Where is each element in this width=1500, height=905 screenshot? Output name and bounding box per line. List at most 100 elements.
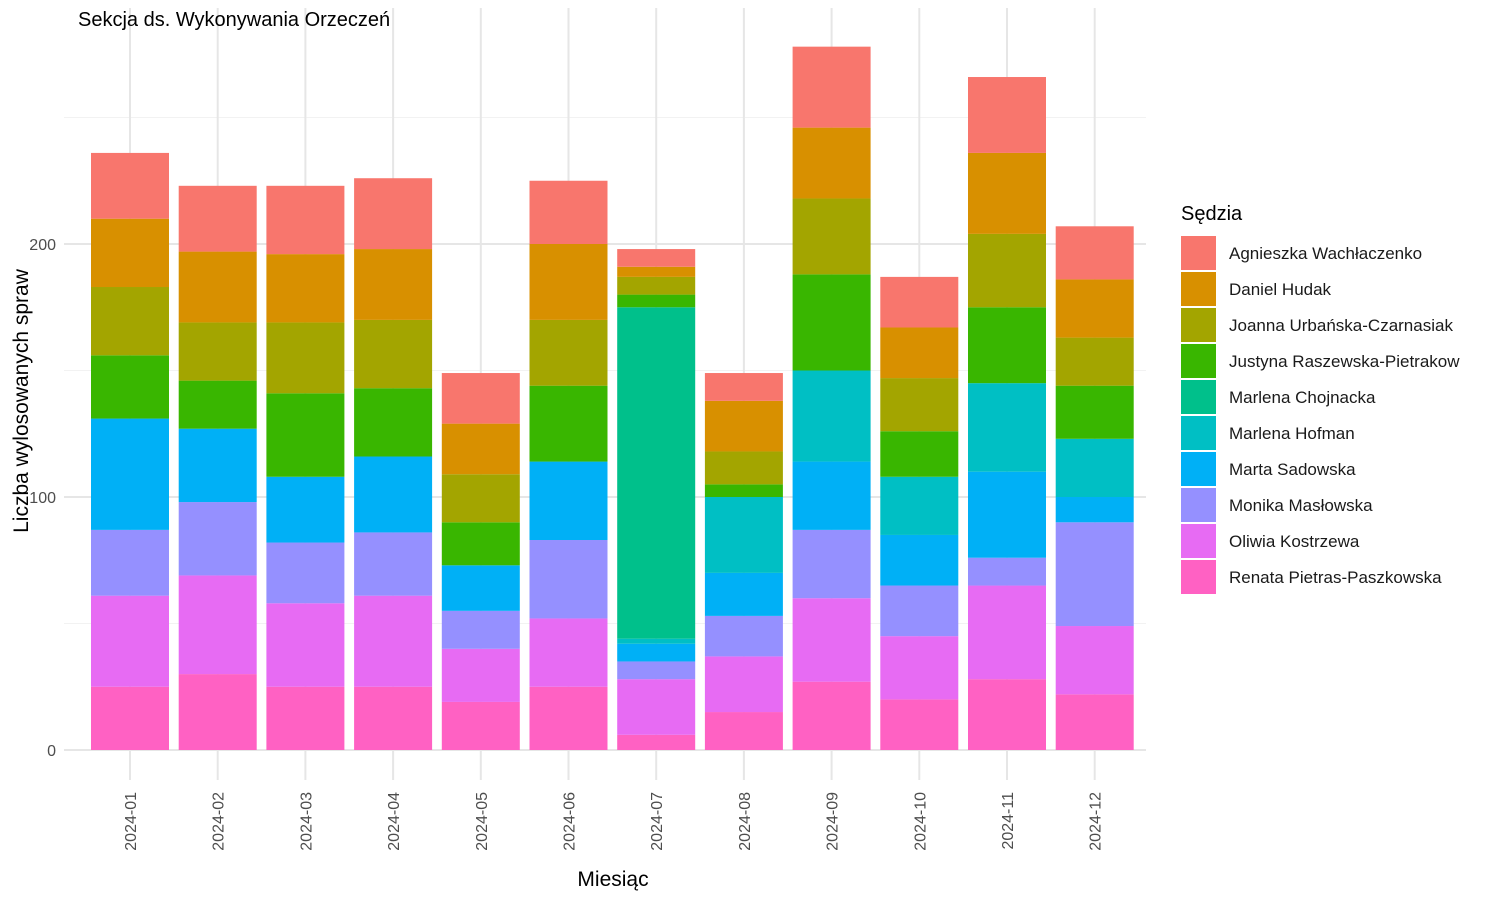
legend-swatch xyxy=(1181,308,1216,342)
bar-segment xyxy=(529,461,608,541)
bar-segment xyxy=(441,701,520,750)
bar-segment xyxy=(354,595,433,687)
bar-segment xyxy=(880,378,959,432)
bar-segment xyxy=(354,532,433,596)
x-tick-label: 2024-11 xyxy=(1000,792,1017,850)
legend-swatch xyxy=(1181,344,1216,378)
bar-segment xyxy=(441,522,520,566)
bar-segment xyxy=(266,322,345,394)
legend-label: Marta Sadowska xyxy=(1229,460,1356,479)
bar-segment xyxy=(880,476,959,535)
bar-segment xyxy=(441,423,520,475)
bar-segment xyxy=(91,686,169,750)
legend-swatch xyxy=(1181,416,1216,450)
bar-segment xyxy=(1055,226,1134,280)
bar-segment xyxy=(968,152,1046,234)
x-tick-label: 2024-12 xyxy=(1088,792,1105,851)
x-tick-label: 2024-06 xyxy=(562,792,579,851)
legend: Sędzia Agnieszka Wachłaczenko Daniel Huda… xyxy=(1181,203,1460,594)
legend-swatch xyxy=(1181,272,1216,306)
x-tick-label: 2024-05 xyxy=(474,792,491,851)
bar-segment xyxy=(178,251,257,323)
bar-segment xyxy=(1055,522,1134,627)
bar-segment xyxy=(178,185,257,252)
bar-segment xyxy=(880,431,959,477)
bar-segment xyxy=(91,287,169,356)
bar-segment xyxy=(792,529,871,599)
bar-segment xyxy=(704,712,783,750)
bar-segment xyxy=(968,383,1046,472)
bar-segment xyxy=(968,471,1046,558)
bar-segment xyxy=(617,249,696,267)
bar-segment xyxy=(704,656,783,713)
bar-segment xyxy=(91,355,169,419)
bar-segment xyxy=(617,294,696,308)
x-axis-title: Miesiąc xyxy=(577,868,648,891)
bar-segment xyxy=(441,474,520,523)
legend-title: Sędzia xyxy=(1181,203,1243,225)
bar-segment xyxy=(529,319,608,386)
x-tick-label: 2024-09 xyxy=(825,792,842,851)
bar-segment xyxy=(792,370,871,462)
bar-segment xyxy=(704,615,783,657)
bar-segment xyxy=(266,686,345,750)
bar-segment xyxy=(178,428,257,503)
legend-label: Justyna Raszewska-Pietrakow xyxy=(1229,352,1460,371)
bar-segment xyxy=(880,699,959,750)
bar-segment xyxy=(1055,279,1134,338)
bar-segment xyxy=(178,502,257,576)
bars-layer xyxy=(91,46,1134,750)
legend-label: Marlena Chojnacka xyxy=(1229,388,1376,407)
bar-segment xyxy=(178,674,257,750)
bar-segment xyxy=(529,180,608,244)
bar-segment xyxy=(617,734,696,750)
bar-segment xyxy=(792,46,871,128)
bar-segment xyxy=(704,373,783,401)
bar-segment xyxy=(617,661,696,680)
x-tick-label: 2024-04 xyxy=(386,792,403,851)
bar-segment xyxy=(704,400,783,452)
legend-swatch xyxy=(1181,560,1216,594)
bar-segment xyxy=(617,276,696,295)
legend-label: Daniel Hudak xyxy=(1229,280,1332,299)
axis-layer: 0 100 200 2024-01 2024-02 2024-03 2024-04 2024-… xyxy=(29,237,1104,851)
bar-segment xyxy=(266,254,345,323)
bar-segment xyxy=(704,484,783,497)
bar-segment xyxy=(266,603,345,687)
bar-segment xyxy=(704,451,783,485)
bar-segment xyxy=(880,534,959,586)
bar-segment xyxy=(91,595,169,687)
bar-segment xyxy=(441,373,520,424)
bar-segment xyxy=(178,575,257,675)
bar-segment xyxy=(617,679,696,735)
legend-label: Monika Masłowska xyxy=(1229,496,1373,515)
bar-segment xyxy=(1055,497,1134,523)
bar-segment xyxy=(880,276,959,328)
bar-segment xyxy=(968,585,1046,680)
bar-segment xyxy=(529,385,608,462)
chart-title: Sekcja ds. Wykonywania Orzeczeń xyxy=(78,9,390,31)
bar-segment xyxy=(880,636,959,700)
bar-segment xyxy=(354,178,433,250)
bar-segment xyxy=(91,218,169,288)
legend-swatch xyxy=(1181,488,1216,522)
bar-segment xyxy=(617,266,696,277)
bar-segment xyxy=(704,497,783,573)
bar-segment xyxy=(354,456,433,533)
y-tick-label: 200 xyxy=(29,237,56,254)
bar-segment xyxy=(529,540,608,619)
bar-segment xyxy=(792,461,871,530)
bar-segment xyxy=(704,572,783,616)
bar-segment xyxy=(792,274,871,371)
bar-segment xyxy=(91,418,169,530)
bar-segment xyxy=(1055,337,1134,386)
bar-segment xyxy=(178,380,257,429)
bar-segment xyxy=(91,529,169,596)
y-tick-label: 0 xyxy=(47,743,56,760)
bar-segment xyxy=(617,307,696,639)
bar-segment xyxy=(1055,694,1134,750)
legend-swatch xyxy=(1181,524,1216,558)
bar-segment xyxy=(266,542,345,604)
bar-segment xyxy=(529,686,608,750)
